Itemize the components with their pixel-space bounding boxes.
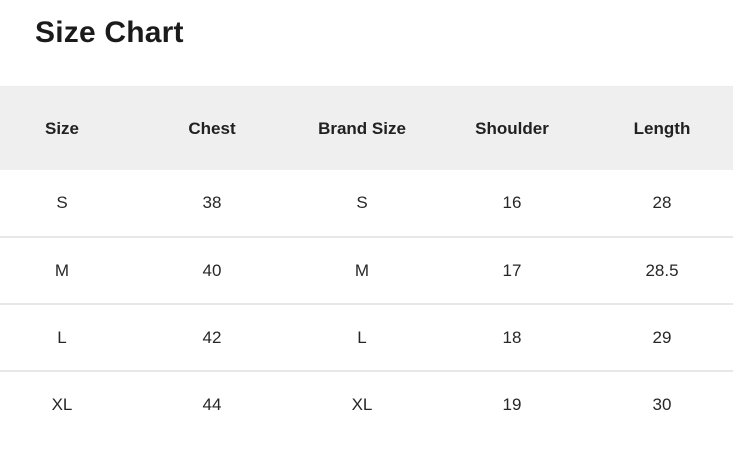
size-chart-section: Size Chest Brand Size Shoulder Length S … (0, 86, 733, 438)
title-bar: Size Chart (0, 0, 733, 86)
cell-chest: 38 (137, 170, 287, 238)
column-header-chest: Chest (137, 86, 287, 170)
cell-shoulder: 18 (437, 304, 587, 372)
cell-chest: 42 (137, 304, 287, 372)
cell-size: S (0, 170, 137, 238)
cell-shoulder: 17 (437, 237, 587, 305)
column-header-brand-size: Brand Size (287, 86, 437, 170)
cell-size: L (0, 304, 137, 372)
header-row: Size Chest Brand Size Shoulder Length (0, 86, 733, 170)
table-row-s: S 38 S 16 28 (0, 170, 733, 238)
size-chart-header: Size Chest Brand Size Shoulder Length (0, 86, 733, 170)
cell-brand-size: M (287, 237, 437, 305)
table-row-m: M 40 M 17 28.5 (0, 237, 733, 305)
column-header-size: Size (0, 86, 137, 170)
cell-length: 30 (587, 371, 733, 438)
table-row-xl: XL 44 XL 19 30 (0, 371, 733, 438)
column-header-shoulder: Shoulder (437, 86, 587, 170)
cell-shoulder: 19 (437, 371, 587, 438)
column-header-length: Length (587, 86, 733, 170)
cell-chest: 40 (137, 237, 287, 305)
cell-shoulder: 16 (437, 170, 587, 238)
page-title: Size Chart (35, 16, 184, 49)
cell-length: 29 (587, 304, 733, 372)
size-chart-body: S 38 S 16 28 M 40 M 17 28.5 L 42 L 18 29 (0, 170, 733, 438)
size-chart-table: Size Chest Brand Size Shoulder Length S … (0, 86, 733, 438)
cell-brand-size: XL (287, 371, 437, 438)
cell-chest: 44 (137, 371, 287, 438)
table-row-l: L 42 L 18 29 (0, 304, 733, 372)
cell-brand-size: L (287, 304, 437, 372)
cell-size: M (0, 237, 137, 305)
cell-length: 28 (587, 170, 733, 238)
cell-brand-size: S (287, 170, 437, 238)
cell-size: XL (0, 371, 137, 438)
cell-length: 28.5 (587, 237, 733, 305)
